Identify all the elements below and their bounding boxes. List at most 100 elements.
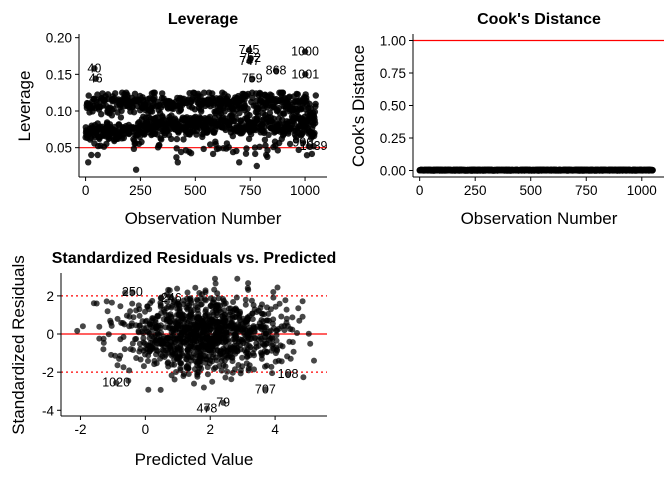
data-point: [305, 330, 312, 337]
data-point: [120, 364, 127, 371]
data-point: [209, 354, 216, 360]
x-tick-label: 0: [416, 183, 424, 198]
data-point: [175, 335, 182, 342]
leverage-title: Leverage: [168, 11, 238, 28]
leverage-points: [82, 46, 319, 173]
data-point: [142, 308, 148, 315]
data-point: [267, 327, 274, 334]
data-point: [105, 331, 112, 338]
data-point: [120, 320, 126, 326]
data-point: [262, 142, 269, 149]
data-point: [185, 365, 192, 372]
point-label: 1020: [102, 376, 130, 390]
x-tick-label: 500: [184, 183, 207, 198]
data-point: [196, 314, 203, 321]
data-point: [274, 284, 281, 291]
data-point: [242, 301, 249, 308]
data-point: [246, 57, 253, 65]
data-point: [286, 140, 294, 148]
data-point: [244, 315, 251, 322]
data-point: [285, 371, 292, 378]
y-tick-label: 2: [46, 289, 54, 304]
data-point: [163, 318, 170, 324]
data-point: [148, 346, 155, 353]
data-point: [222, 374, 229, 381]
data-point: [126, 323, 133, 330]
data-point: [194, 373, 201, 380]
data-point: [255, 342, 262, 349]
data-point: [132, 166, 140, 173]
data-point: [246, 352, 253, 359]
data-point: [180, 297, 187, 304]
data-point: [177, 359, 184, 366]
data-point: [225, 144, 232, 151]
data-point: [193, 351, 200, 358]
data-point: [158, 294, 165, 301]
data-point: [242, 296, 249, 303]
point-label: 759: [242, 72, 263, 86]
data-point: [127, 308, 134, 315]
data-point: [202, 287, 209, 294]
data-point: [127, 346, 134, 353]
data-point: [104, 91, 112, 98]
data-point: [234, 347, 241, 354]
data-point: [209, 150, 217, 158]
x-tick-label: 1000: [627, 183, 657, 198]
data-point: [275, 104, 283, 112]
data-point: [143, 324, 150, 331]
data-point: [171, 376, 178, 383]
data-point: [117, 114, 125, 121]
data-point: [185, 371, 192, 377]
data-point: [159, 90, 166, 97]
data-point: [310, 143, 317, 150]
data-point: [270, 115, 277, 122]
data-point: [141, 131, 148, 138]
data-point: [168, 329, 175, 336]
data-point: [171, 361, 178, 368]
residuals-panel: Standardized Residuals vs. Predicted 102…: [9, 250, 336, 469]
data-point: [114, 315, 121, 322]
data-point: [236, 315, 243, 322]
x-tick-label: 250: [129, 183, 152, 198]
data-point: [270, 294, 277, 301]
data-point: [272, 358, 279, 365]
data-point: [279, 343, 286, 350]
data-point: [243, 360, 250, 367]
point-label: 990: [292, 136, 313, 150]
cooks-x-label: Observation Number: [461, 209, 618, 228]
y-tick-label: 0: [46, 327, 54, 342]
data-point: [244, 105, 251, 112]
data-point: [146, 335, 153, 342]
data-point: [261, 341, 267, 348]
data-point: [245, 280, 252, 287]
data-point: [74, 327, 81, 334]
data-point: [223, 326, 230, 333]
data-point: [243, 145, 250, 152]
cooks-y-ticks: 0.00 0.25 0.50 0.75 1.00: [380, 34, 413, 179]
data-point: [181, 316, 188, 323]
residuals-title: Standardized Residuals vs. Predicted: [52, 250, 337, 267]
data-point: [129, 289, 136, 296]
data-point: [173, 145, 180, 152]
data-point: [169, 302, 176, 309]
data-point: [240, 340, 247, 346]
data-point: [200, 384, 207, 391]
data-point: [272, 350, 279, 357]
data-point: [180, 335, 187, 342]
data-point: [213, 357, 220, 364]
data-point: [281, 110, 288, 117]
data-point: [174, 306, 181, 312]
data-point: [311, 357, 317, 364]
data-point: [251, 346, 258, 353]
data-point: [311, 119, 319, 127]
data-point: [199, 320, 206, 327]
data-point: [122, 289, 129, 296]
data-point: [152, 337, 159, 344]
data-point: [221, 312, 228, 319]
data-point: [98, 111, 105, 118]
data-point: [133, 335, 140, 342]
